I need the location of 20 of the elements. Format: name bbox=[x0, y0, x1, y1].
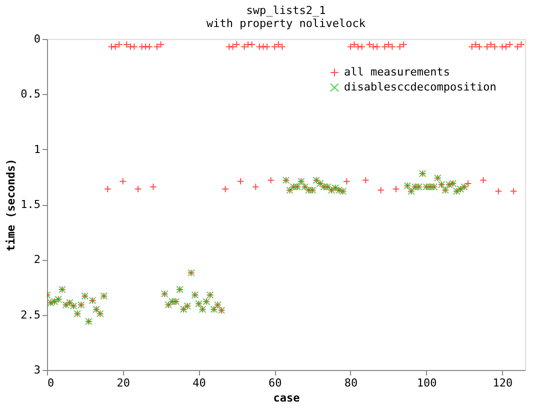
x-tick-label: 100 bbox=[416, 376, 437, 390]
text: swp_lists2_1 bbox=[246, 4, 326, 17]
y-tick-label: 2 bbox=[34, 253, 40, 266]
legend-label: all measurements bbox=[344, 66, 450, 78]
y-tick-label: 0 bbox=[34, 32, 40, 46]
x-tick-label: 20 bbox=[116, 376, 130, 390]
x-axis-title: case bbox=[273, 392, 300, 404]
y-tick-label: 1.5 bbox=[20, 198, 40, 211]
y-tick-label: 3 bbox=[34, 364, 40, 376]
y-tick-label: 1 bbox=[34, 142, 40, 156]
x-tick-label: 60 bbox=[268, 376, 282, 390]
y-tick-label: 2.5 bbox=[20, 308, 40, 322]
y-tick-label: 0.5 bbox=[20, 88, 40, 101]
text: with property nolivelock bbox=[206, 17, 366, 30]
x-tick-label: 80 bbox=[344, 376, 358, 390]
y-axis-title: time (seconds) bbox=[4, 158, 18, 252]
x-tick-label: 40 bbox=[192, 376, 206, 390]
x-tick-label: 0 bbox=[48, 376, 54, 390]
legend-label: disablesccdecomposition bbox=[344, 80, 496, 94]
x-tick-label: 120 bbox=[492, 376, 513, 390]
